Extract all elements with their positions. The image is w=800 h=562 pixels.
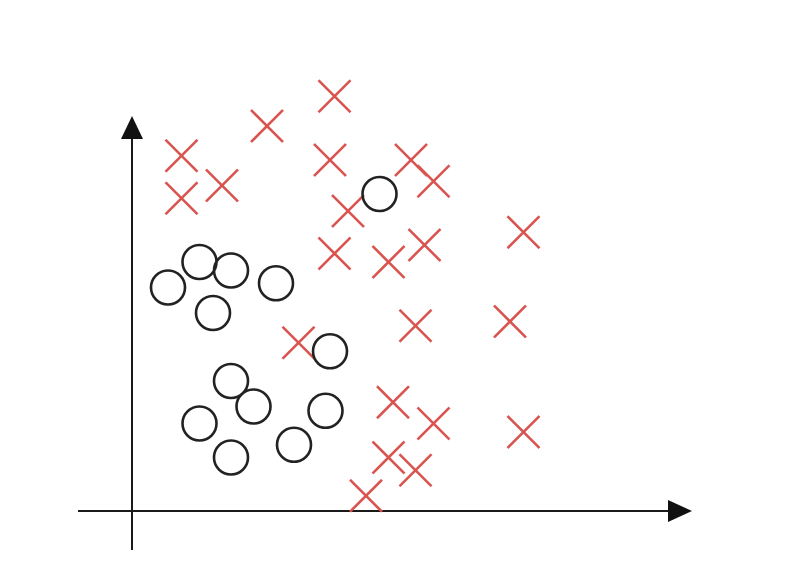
positive-point-2 — [164, 181, 199, 216]
x-axis-arrow — [668, 500, 692, 522]
negative-point-7 — [311, 332, 349, 370]
negative-point-8 — [212, 362, 250, 400]
negative-point-4 — [212, 252, 250, 289]
negative-point-13 — [307, 392, 344, 430]
positive-point-21 — [398, 453, 433, 488]
negative-point-9 — [235, 388, 272, 425]
positive-point-12 — [407, 228, 442, 262]
positive-point-4 — [250, 109, 284, 143]
negative-point-12 — [275, 426, 313, 464]
positive-point-16 — [281, 325, 316, 360]
negative-point-5 — [257, 264, 295, 302]
positive-point-22 — [349, 478, 383, 513]
positive-point-19 — [506, 415, 541, 449]
positive-point-11 — [416, 164, 451, 199]
positive-point-20 — [371, 440, 406, 475]
positive-point-9 — [371, 245, 406, 279]
positive-point-18 — [416, 406, 451, 441]
negative-point-1 — [361, 175, 398, 213]
positive-point-6 — [313, 143, 347, 177]
positive-point-1 — [164, 138, 199, 173]
positive-point-13 — [506, 215, 541, 250]
positive-point-7 — [331, 194, 365, 228]
axes — [78, 116, 692, 550]
positive-point-3 — [205, 168, 239, 203]
y-axis-arrow — [121, 116, 143, 139]
data-marks — [149, 79, 541, 513]
negative-point-11 — [212, 439, 250, 476]
positive-point-8 — [317, 236, 352, 271]
positive-point-5 — [317, 79, 352, 114]
positive-point-17 — [376, 385, 410, 420]
negative-point-10 — [181, 405, 218, 442]
negative-point-6 — [194, 294, 232, 332]
negative-point-2 — [149, 269, 187, 306]
negative-point-3 — [181, 243, 218, 281]
positive-point-14 — [398, 308, 433, 343]
positive-point-15 — [493, 304, 527, 339]
